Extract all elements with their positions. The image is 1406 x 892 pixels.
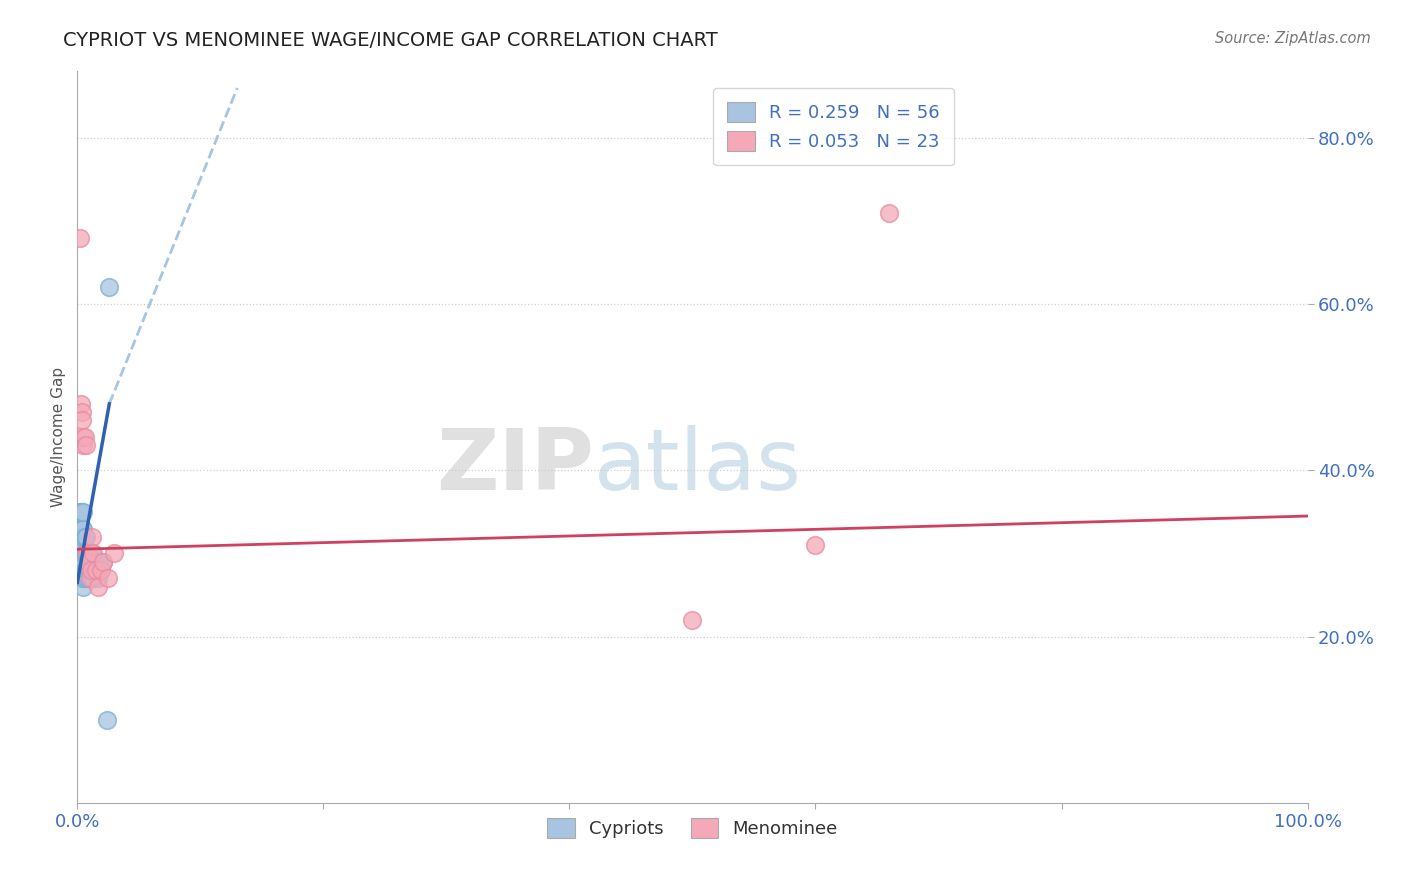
Point (73, 430, 96, 444)
Point (72, 580, 94, 594)
Point (82, 546, 104, 560)
Point (75, 530, 97, 544)
Point (91, 555, 114, 569)
Point (69, 505, 91, 519)
Point (72, 505, 94, 519)
Point (98, 280, 121, 294)
Point (73, 563, 96, 577)
Point (69, 546, 91, 560)
Point (70, 521, 93, 535)
Point (879, 205, 901, 219)
Y-axis label: Wage/Income Gap: Wage/Income Gap (51, 367, 66, 508)
Point (84, 555, 107, 569)
Point (75, 563, 97, 577)
Point (804, 538, 827, 552)
Point (82, 571, 104, 585)
Point (72, 430, 94, 444)
Point (103, 546, 125, 560)
Point (72, 563, 94, 577)
Point (82, 546, 104, 560)
Point (70, 546, 93, 560)
Point (76, 546, 98, 560)
Point (86, 563, 108, 577)
Point (77, 555, 100, 569)
Point (89, 555, 111, 569)
Point (79, 546, 101, 560)
Point (82, 555, 104, 569)
Point (87, 580, 110, 594)
Point (70, 563, 93, 577)
Point (70, 538, 93, 552)
Point (72, 571, 94, 585)
Point (69, 521, 91, 535)
Point (97, 571, 120, 585)
Point (682, 613, 704, 627)
Point (70, 546, 93, 560)
Point (75, 546, 97, 560)
Point (80, 563, 103, 577)
Point (70, 405, 93, 419)
Point (84, 563, 107, 577)
Point (72, 538, 94, 552)
Point (76, 563, 98, 577)
Point (70, 530, 93, 544)
Point (83, 563, 105, 577)
Text: CYPRIOT VS MENOMINEE WAGE/INCOME GAP CORRELATION CHART: CYPRIOT VS MENOMINEE WAGE/INCOME GAP COR… (63, 31, 718, 50)
Point (75, 571, 97, 585)
Point (70, 555, 93, 569)
Point (75, 438, 97, 452)
Point (72, 521, 94, 535)
Point (70, 563, 93, 577)
Point (91, 555, 114, 569)
Point (72, 546, 94, 560)
Point (72, 438, 94, 452)
Point (80, 555, 103, 569)
Point (72, 555, 94, 569)
Point (70, 397, 93, 411)
Point (96, 713, 118, 727)
Point (82, 530, 104, 544)
Point (70, 413, 93, 427)
Text: Source: ZipAtlas.com: Source: ZipAtlas.com (1215, 31, 1371, 46)
Point (79, 571, 101, 585)
Point (70, 505, 93, 519)
Point (82, 563, 104, 577)
Point (69, 230, 91, 244)
Point (70, 555, 93, 569)
Point (72, 530, 94, 544)
Point (87, 571, 110, 585)
Point (70, 505, 93, 519)
Point (69, 530, 91, 544)
Point (77, 571, 100, 585)
Point (79, 563, 101, 577)
Legend: Cypriots, Menominee: Cypriots, Menominee (540, 811, 845, 845)
Point (76, 546, 98, 560)
Point (70, 530, 93, 544)
Point (90, 563, 112, 577)
Point (77, 555, 100, 569)
Point (70, 538, 93, 552)
Point (70, 521, 93, 535)
Point (70, 571, 93, 585)
Text: atlas: atlas (595, 425, 801, 508)
Point (90, 563, 112, 577)
Point (80, 571, 103, 585)
Point (73, 530, 96, 544)
Point (73, 546, 96, 560)
Text: ZIP: ZIP (436, 425, 595, 508)
